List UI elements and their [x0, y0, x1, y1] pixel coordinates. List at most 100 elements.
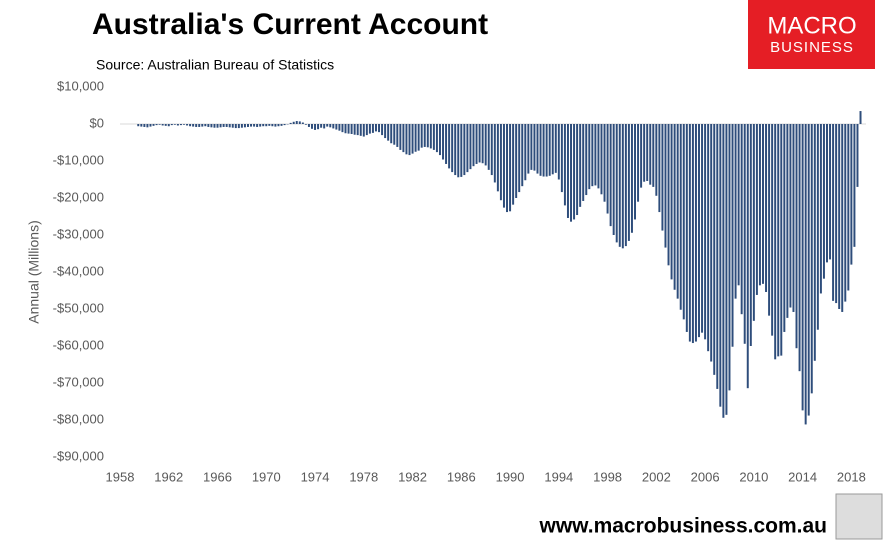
- x-tick-label: 1982: [398, 469, 427, 484]
- bar: [691, 124, 694, 344]
- bar: [445, 124, 448, 164]
- bar: [765, 124, 768, 292]
- bar: [280, 124, 283, 126]
- logo-text: BUSINESS: [770, 39, 854, 56]
- bar: [655, 124, 658, 196]
- bar: [454, 124, 457, 176]
- bar: [466, 124, 469, 173]
- bar: [798, 124, 801, 372]
- bar: [734, 124, 737, 299]
- chart-subtitle: Source: Australian Bureau of Statistics: [96, 57, 334, 73]
- bar: [701, 124, 704, 333]
- bar: [396, 124, 399, 147]
- logo-box: [748, 0, 875, 69]
- bar: [253, 124, 256, 127]
- bar: [746, 124, 749, 389]
- bar: [469, 124, 472, 170]
- bar: [250, 124, 253, 127]
- bar: [414, 124, 417, 152]
- bar: [816, 124, 819, 330]
- bar: [161, 124, 164, 126]
- bar: [179, 124, 182, 126]
- bar: [627, 124, 630, 241]
- bar: [423, 124, 426, 147]
- bar: [155, 124, 158, 126]
- bar: [216, 124, 219, 128]
- bar: [582, 124, 585, 201]
- bar: [673, 124, 676, 290]
- y-tick-label: -$90,000: [53, 448, 104, 463]
- bar: [237, 124, 240, 129]
- bar: [725, 124, 728, 415]
- bar: [807, 124, 810, 416]
- bar: [694, 124, 697, 342]
- bar: [496, 124, 499, 192]
- bar: [167, 124, 170, 127]
- bar: [310, 124, 313, 129]
- bar: [499, 124, 502, 201]
- bar: [649, 124, 652, 185]
- bar: [640, 124, 643, 188]
- bar: [813, 124, 816, 361]
- bar: [573, 124, 576, 220]
- bar: [213, 124, 216, 128]
- bar: [344, 124, 347, 134]
- bar: [365, 124, 368, 136]
- bar: [618, 124, 621, 247]
- x-tick-label: 1974: [301, 469, 330, 484]
- bar: [783, 124, 786, 332]
- bar: [539, 124, 542, 176]
- bar: [749, 124, 752, 346]
- bar: [594, 124, 597, 186]
- bar: [774, 124, 777, 360]
- x-tick-label: 1958: [106, 469, 135, 484]
- bar: [570, 124, 573, 222]
- bar: [426, 124, 429, 148]
- bar: [847, 124, 850, 291]
- bar: [393, 124, 396, 145]
- bar: [682, 124, 685, 320]
- bar: [487, 124, 490, 170]
- bar: [585, 124, 588, 196]
- bar: [512, 124, 515, 205]
- bar: [164, 124, 167, 126]
- bar: [856, 124, 859, 187]
- bar: [332, 124, 335, 129]
- bar: [506, 124, 509, 213]
- footer-url: www.macrobusiness.com.au: [539, 515, 827, 538]
- y-axis-label: Annual (Millions): [26, 220, 42, 323]
- bar: [822, 124, 825, 279]
- bar: [243, 124, 246, 128]
- bar: [292, 121, 295, 124]
- x-tick-label: 2002: [642, 469, 671, 484]
- bar: [381, 124, 384, 136]
- x-tick-label: 1990: [496, 469, 525, 484]
- bar: [347, 124, 350, 134]
- bar: [658, 124, 661, 213]
- bar: [801, 124, 804, 411]
- bar: [170, 124, 173, 126]
- bar: [844, 124, 847, 302]
- bar: [713, 124, 716, 375]
- bar: [795, 124, 798, 349]
- bar: [350, 124, 353, 134]
- y-tick-label: -$40,000: [53, 263, 104, 278]
- bar: [374, 124, 377, 132]
- bar: [859, 111, 862, 124]
- bar: [758, 124, 761, 286]
- bar: [771, 124, 774, 336]
- bar: [329, 124, 332, 128]
- x-tick-label: 2018: [837, 469, 866, 484]
- bar: [536, 124, 539, 174]
- bar: [606, 124, 609, 214]
- bar: [533, 124, 536, 171]
- bar: [335, 124, 338, 130]
- bar: [652, 124, 655, 187]
- bar: [304, 124, 307, 125]
- bar: [609, 124, 612, 227]
- y-tick-label: -$70,000: [53, 374, 104, 389]
- bar: [515, 124, 518, 198]
- bar: [259, 124, 262, 127]
- bar: [460, 124, 463, 177]
- bar: [704, 124, 707, 340]
